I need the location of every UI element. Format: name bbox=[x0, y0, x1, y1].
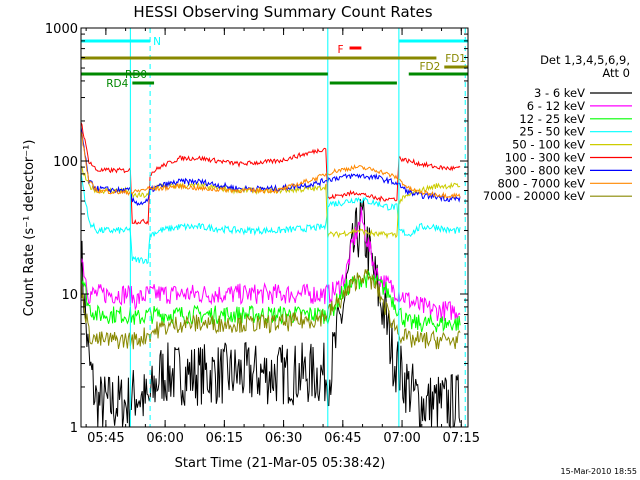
legend-header-line-1: Det 1,3,4,5,6,9, bbox=[540, 53, 630, 67]
series-layer bbox=[80, 122, 461, 429]
x-tick-label: 06:00 bbox=[146, 431, 183, 446]
series-line bbox=[80, 127, 461, 207]
footer-timestamp: 15-Mar-2010 18:55 bbox=[561, 467, 638, 476]
x-axis: 05:45 06:00 06:15 06:30 06:45 07:00 07:15 bbox=[85, 28, 480, 446]
state-label-n: N bbox=[153, 36, 161, 48]
legend-label: 50 - 100 keV bbox=[512, 138, 585, 152]
x-tick-label: 07:15 bbox=[443, 431, 480, 446]
legend-label: 25 - 50 keV bbox=[519, 125, 585, 139]
y-tick-label: 100 bbox=[53, 155, 78, 170]
legend-header-line-2: Att 0 bbox=[602, 66, 630, 80]
legend-label: 6 - 12 keV bbox=[527, 99, 585, 113]
state-label-rd0: RD0 bbox=[125, 69, 147, 81]
x-tick-label: 07:00 bbox=[383, 431, 420, 446]
series-line bbox=[80, 122, 461, 226]
x-tick-label: 06:45 bbox=[324, 431, 361, 446]
legend-label: 12 - 25 keV bbox=[519, 112, 585, 126]
legend-label: 7000 - 20000 keV bbox=[483, 189, 585, 203]
chart-title: HESSI Observing Summary Count Rates bbox=[133, 3, 432, 21]
x-tick-label: 06:15 bbox=[206, 431, 243, 446]
legend-label: 3 - 6 keV bbox=[534, 86, 585, 100]
series-line bbox=[80, 131, 461, 200]
legend-label: 800 - 7000 keV bbox=[497, 176, 585, 190]
series-line bbox=[80, 206, 461, 321]
legend-label: 300 - 800 keV bbox=[505, 163, 585, 177]
x-tick-label: 06:30 bbox=[265, 431, 302, 446]
x-axis-label: Start Time (21-Mar-05 05:38:42) bbox=[175, 456, 386, 471]
state-label-rd4: RD4 bbox=[106, 78, 128, 90]
state-label-fd2: FD2 bbox=[419, 61, 440, 73]
plot-frame bbox=[80, 27, 469, 428]
y-axis-label: Count Rate (s⁻¹ detector⁻¹) bbox=[22, 140, 37, 317]
x-tick-label: 05:45 bbox=[87, 431, 124, 446]
series-line bbox=[80, 199, 461, 429]
series-line bbox=[80, 165, 461, 240]
series-line bbox=[80, 269, 461, 333]
series-line bbox=[80, 173, 461, 265]
y-tick-label: 1 bbox=[70, 421, 78, 436]
state-label-f: F bbox=[337, 44, 343, 56]
y-axis: 1 10 100 1000 bbox=[45, 22, 468, 436]
y-tick-label: 10 bbox=[61, 288, 78, 303]
state-label-fd1: FD1 bbox=[445, 53, 466, 65]
y-tick-label: 1000 bbox=[45, 22, 78, 37]
series-line bbox=[80, 269, 461, 350]
legend-label: 100 - 300 keV bbox=[505, 151, 585, 165]
